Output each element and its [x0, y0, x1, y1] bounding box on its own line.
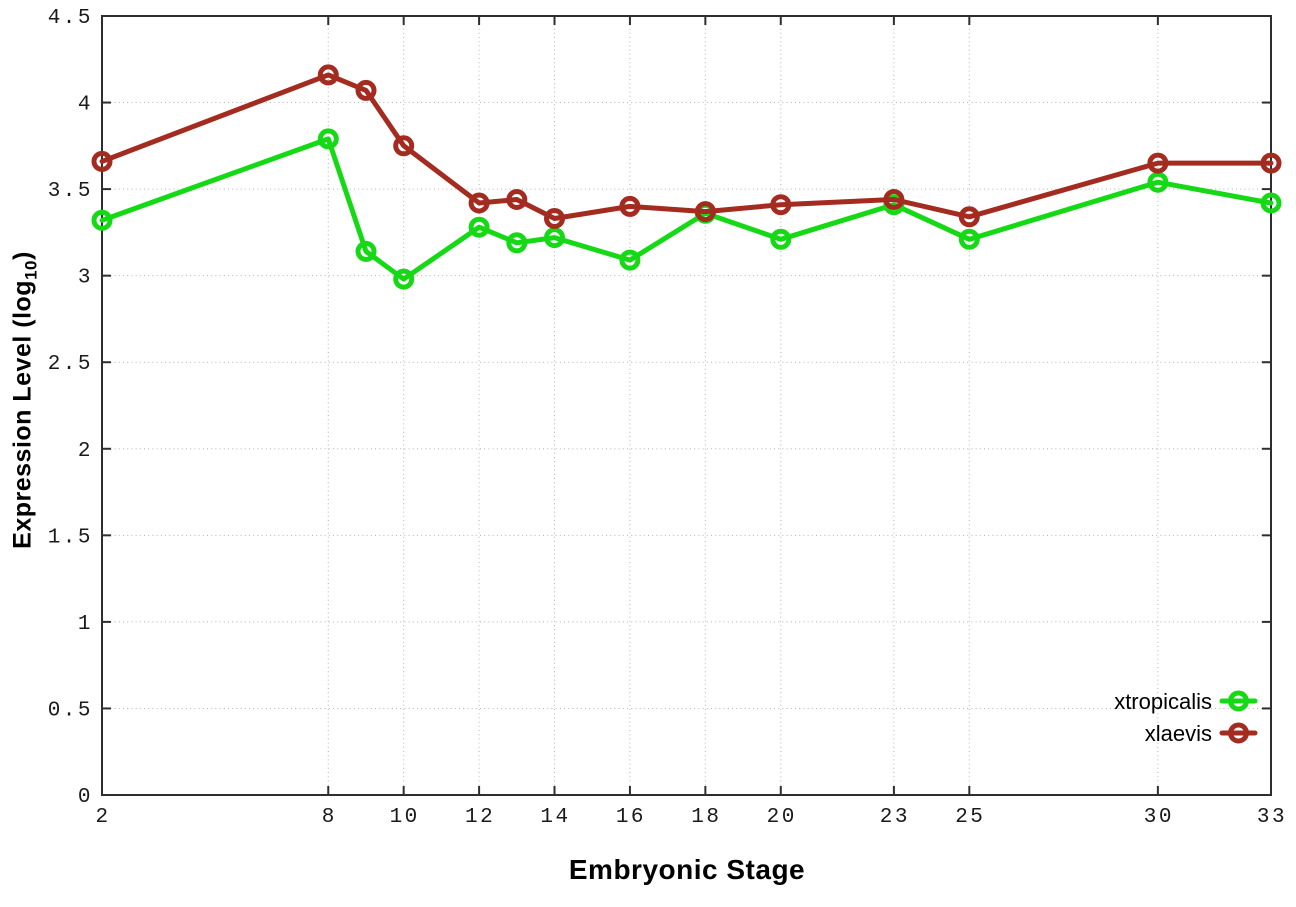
y-tick-label: 4 — [78, 94, 93, 117]
legend-entry-xlaevis: xlaevis — [1145, 721, 1258, 746]
x-tick-label: 20 — [767, 806, 797, 829]
x-tick-label: 12 — [465, 806, 495, 829]
data-point-xtropicalis-stage-13 — [506, 232, 528, 254]
data-point-xtropicalis-stage-2 — [91, 209, 113, 231]
y-tick-label: 2.5 — [48, 353, 93, 376]
data-point-xlaevis-stage-9 — [355, 79, 377, 101]
x-tick-label: 33 — [1257, 806, 1287, 829]
legend: xtropicalis xlaevis — [1114, 689, 1258, 746]
x-tick-label: 14 — [540, 806, 570, 829]
x-tick-label: 18 — [691, 806, 721, 829]
data-point-xlaevis-stage-33 — [1260, 152, 1282, 174]
data-point-xlaevis-stage-25 — [958, 206, 980, 228]
data-point-xlaevis-stage-23 — [883, 189, 905, 210]
data-point-xlaevis-stage-30 — [1147, 152, 1169, 174]
data-point-xtropicalis-stage-10 — [393, 268, 415, 290]
data-point-xlaevis-stage-20 — [770, 194, 792, 216]
data-point-xtropicalis-stage-9 — [355, 240, 377, 262]
data-point-xtropicalis-stage-20 — [770, 228, 792, 250]
data-point-xlaevis-stage-10 — [393, 135, 415, 157]
data-point-xtropicalis-stage-12 — [468, 216, 490, 238]
x-tick-label: 10 — [390, 806, 420, 829]
data-point-xtropicalis-stage-25 — [958, 228, 980, 250]
data-point-xtropicalis-stage-33 — [1260, 192, 1282, 214]
y-axis-title-suffix: ) — [8, 251, 37, 260]
x-tick-label: 8 — [322, 806, 337, 829]
y-tick-label: 1.5 — [48, 526, 93, 549]
x-tick-label: 16 — [616, 806, 646, 829]
data-point-xlaevis-stage-8 — [317, 64, 339, 86]
y-tick-label: 3 — [78, 267, 93, 290]
x-tick-label: 23 — [880, 806, 910, 829]
x-tick-label: 2 — [95, 806, 110, 829]
grid-lines — [102, 16, 1271, 795]
y-tick-label: 4.5 — [48, 7, 93, 30]
data-point-xlaevis-stage-13 — [506, 189, 528, 210]
data-point-xtropicalis-stage-30 — [1147, 171, 1169, 193]
y-tick-label: 2 — [78, 440, 93, 463]
series-line-xlaevis — [99, 72, 1274, 221]
y-tick-labels: 0 0.5 1 1.5 2 2.5 3 3.5 4 4.5 — [48, 7, 93, 809]
data-point-xtropicalis-stage-8 — [317, 128, 339, 150]
data-point-xtropicalis-stage-14 — [544, 227, 565, 249]
data-point-xtropicalis-stage-16 — [619, 249, 641, 271]
x-tick-labels: 2 8 10 12 14 16 18 20 23 25 30 33 — [95, 806, 1287, 829]
x-tick-label: 30 — [1144, 806, 1174, 829]
plot-border — [101, 15, 1272, 796]
y-axis-title: Expression Level (log10) — [9, 251, 42, 549]
x-axis-title: Embryonic Stage — [568, 854, 806, 885]
x-tick-label: 25 — [955, 806, 985, 829]
series-markers-xlaevis — [91, 64, 1282, 229]
legend-label-xtropicalis: xtropicalis — [1114, 689, 1212, 714]
y-tick-label: 1 — [78, 613, 93, 636]
legend-marker — [1228, 690, 1249, 712]
data-point-xlaevis-stage-12 — [468, 192, 490, 214]
y-axis-title-text: Expression Level (log — [8, 279, 37, 549]
data-point-xlaevis-stage-18 — [694, 201, 716, 223]
y-tick-label: 0.5 — [48, 699, 93, 722]
data-point-xlaevis-stage-16 — [619, 195, 641, 217]
legend-marker — [1228, 722, 1249, 744]
axis-ticks — [101, 15, 1272, 796]
legend-label-xlaevis: xlaevis — [1145, 721, 1212, 746]
y-tick-label: 0 — [78, 786, 93, 809]
data-point-xlaevis-stage-2 — [91, 150, 113, 172]
data-point-xlaevis-stage-14 — [544, 208, 565, 229]
y-tick-label: 3.5 — [48, 180, 93, 203]
y-axis-title-subscript: 10 — [21, 259, 41, 280]
legend-entry-xtropicalis: xtropicalis — [1114, 689, 1258, 714]
